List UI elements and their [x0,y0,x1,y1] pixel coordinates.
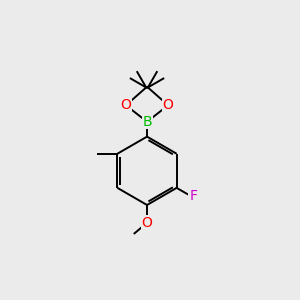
Text: O: O [121,98,131,112]
Text: B: B [142,115,152,129]
Text: F: F [189,189,197,203]
Text: O: O [142,216,152,230]
Text: O: O [163,98,173,112]
